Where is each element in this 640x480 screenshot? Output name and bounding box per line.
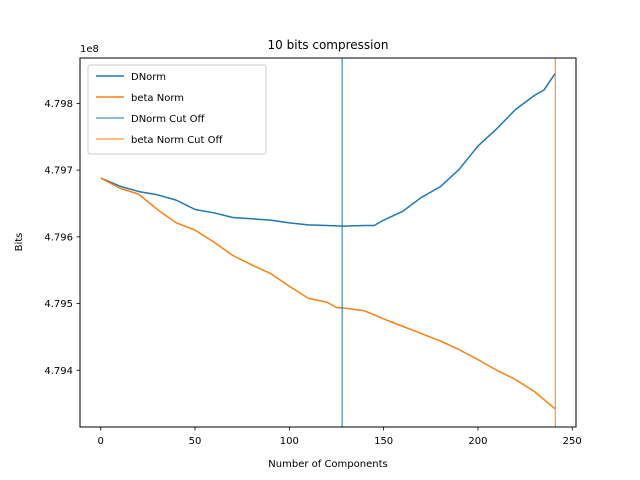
x-tick-label: 150 xyxy=(374,436,393,447)
x-tick-label: 100 xyxy=(280,436,299,447)
x-tick-label: 50 xyxy=(189,436,202,447)
y-offset-label: 1e8 xyxy=(80,44,99,55)
x-tick-label: 0 xyxy=(98,436,104,447)
chart-title: 10 bits compression xyxy=(268,38,389,52)
x-tick-label: 250 xyxy=(563,436,582,447)
x-tick-label: 200 xyxy=(468,436,487,447)
y-tick-label: 4.797 xyxy=(44,166,73,177)
legend: DNorm beta Norm DNorm Cut Off beta Norm Cut… xyxy=(87,64,267,155)
legend-label: beta Norm xyxy=(131,93,184,104)
plot-frame xyxy=(79,57,577,428)
legend-label: DNorm xyxy=(131,72,166,83)
legend-box xyxy=(87,64,267,155)
x-axis-label: Number of Components xyxy=(268,459,387,470)
legend-label: DNorm Cut Off xyxy=(131,114,205,125)
y-tick-label: 4.796 xyxy=(44,232,73,243)
y-tick-label: 4.798 xyxy=(44,99,73,110)
y-tick-label: 4.795 xyxy=(44,299,73,310)
y-tick-label: 4.794 xyxy=(44,366,73,377)
legend-label: beta Norm Cut Off xyxy=(131,135,223,146)
y-axis-label: Bits xyxy=(14,233,25,252)
series-line-2 xyxy=(100,177,556,410)
